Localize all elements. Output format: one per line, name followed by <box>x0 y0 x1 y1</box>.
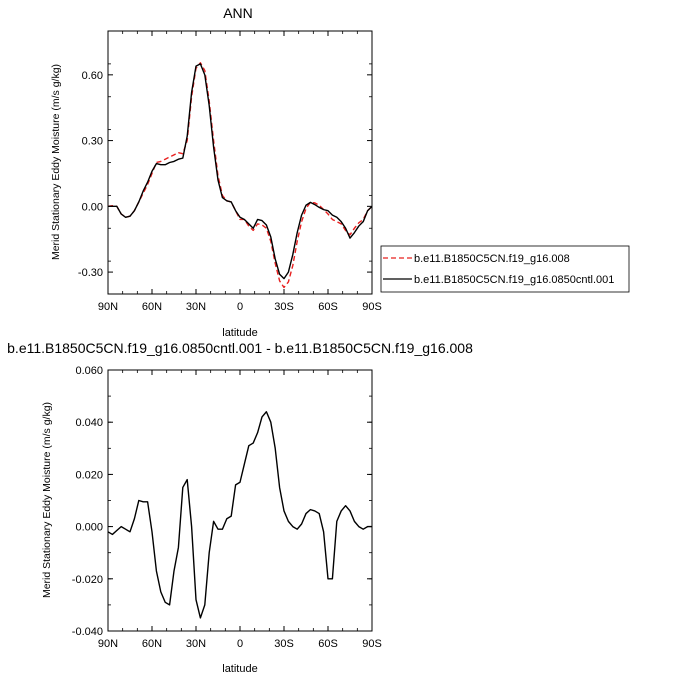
y-tick-label: -0.30 <box>78 267 103 279</box>
x-tick-label: 0 <box>237 638 243 650</box>
x-tick-label: 90N <box>98 301 118 313</box>
legend-entry-series-2: b.e11.B1850C5CN.f19_g16.0850cntl.001 <box>414 274 614 286</box>
series-line-1 <box>107 62 373 289</box>
series-line-2 <box>108 63 373 280</box>
x-axis: 90N 60N 30N 0 30S 60S 90S <box>98 370 382 650</box>
y-tick-label: 0.60 <box>82 70 103 82</box>
x-tick-label: 90N <box>98 638 118 650</box>
legend-entry-series-1: b.e11.B1850C5CN.f19_g16.008 <box>414 253 570 265</box>
x-tick-label: 30S <box>274 301 294 313</box>
chart-difference: b.e11.B1850C5CN.f19_g16.0850cntl.001 - b… <box>7 340 473 675</box>
y-tick-label: -0.020 <box>72 574 103 586</box>
x-tick-label: 30N <box>186 638 206 650</box>
chart-title: b.e11.B1850C5CN.f19_g16.0850cntl.001 - b… <box>7 340 473 356</box>
y-axis-label: Merid Stationary Eddy Moisture (m/s g/kg… <box>50 64 62 260</box>
x-tick-label: 60N <box>142 638 162 650</box>
series-group <box>107 411 372 619</box>
x-tick-label: 60N <box>142 301 162 313</box>
chart-ann: ANN 0.600.300.00-0.30 90N 60N 30N 0 30S 60S 90… <box>50 5 630 339</box>
x-tick-label: 90S <box>362 638 382 650</box>
y-axis-label: Merid Stationary Eddy Moisture (m/s g/kg… <box>41 402 53 598</box>
y-tick-label: 0.040 <box>75 417 103 429</box>
x-tick-label: 30N <box>186 301 206 313</box>
plot-frame <box>107 30 373 295</box>
series-line-1 <box>107 411 372 619</box>
x-tick-label: 60S <box>318 638 338 650</box>
y-tick-label: -0.040 <box>72 626 103 638</box>
x-tick-label: 90S <box>362 301 382 313</box>
plot-frame <box>107 369 373 632</box>
chart-title: ANN <box>223 5 253 21</box>
x-tick-label: 0 <box>237 301 243 313</box>
series-group <box>107 62 373 289</box>
y-tick-label: 0.060 <box>75 365 103 377</box>
x-tick-label: 30S <box>274 638 294 650</box>
legend-box <box>380 245 630 293</box>
x-tick-label: 60S <box>318 301 338 313</box>
y-tick-label: 0.00 <box>82 201 103 213</box>
legend: b.e11.B1850C5CN.f19_g16.008 b.e11.B1850C… <box>380 245 630 293</box>
y-tick-label: 0.020 <box>75 469 103 481</box>
y-axis: 0.60 0.30 0.00 -0.30 <box>78 30 372 295</box>
y-tick-label: 0.000 <box>75 522 103 534</box>
x-axis: 90N 60N 30N 0 30S 60S 90S <box>98 31 382 313</box>
x-axis-label: latitude <box>222 663 257 675</box>
y-axis: 0.060 0.040 0.020 0.000 -0.020 -0.040 <box>72 365 372 638</box>
y-tick-label: 0.30 <box>82 136 103 148</box>
x-axis-label: latitude <box>222 327 257 339</box>
